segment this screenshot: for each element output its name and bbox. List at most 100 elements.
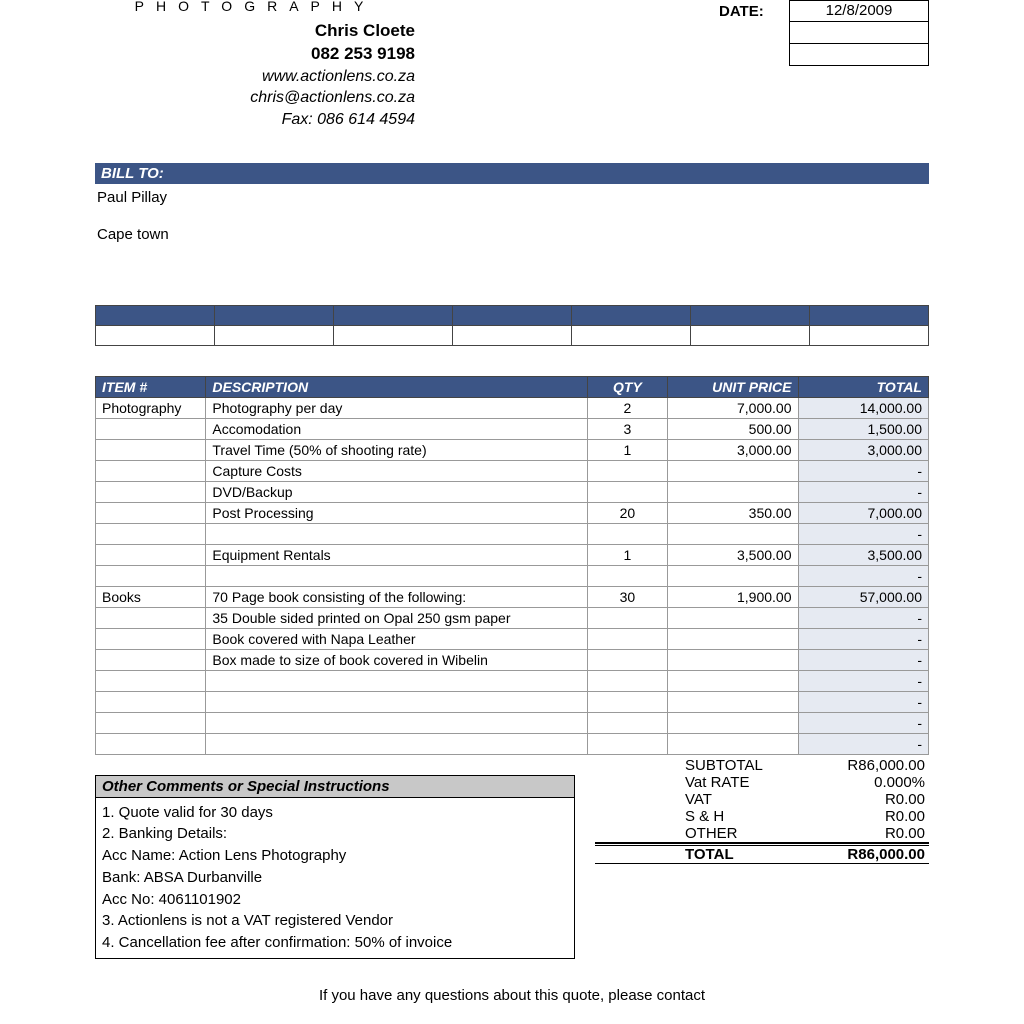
spacer-table: [95, 305, 929, 346]
cell-item: [96, 607, 206, 628]
comment-line: Acc No: 4061101902: [102, 889, 568, 911]
cell-total: -: [798, 670, 929, 691]
cell-desc: Post Processing: [206, 502, 587, 523]
cell-price: 3,000.00: [668, 439, 798, 460]
contact-fax: Fax: 086 614 4594: [95, 109, 415, 131]
cell-item: [96, 649, 206, 670]
cell-total: 14,000.00: [798, 397, 929, 418]
totals-row: Vat RATE0.000%: [595, 774, 929, 791]
cell-qty: 20: [587, 502, 667, 523]
spacer-cell: [215, 305, 334, 325]
brand-block: PHOTOGRAPHY Chris Cloete 082 253 9198 ww…: [95, 0, 415, 131]
cell-total: -: [798, 607, 929, 628]
cell-price: 500.00: [668, 418, 798, 439]
table-row: Equipment Rentals13,500.003,500.00: [96, 544, 929, 565]
table-row: -: [96, 691, 929, 712]
cell-qty: 2: [587, 397, 667, 418]
cell-qty: 1: [587, 439, 667, 460]
cell-item: [96, 565, 206, 586]
table-row: Post Processing20350.007,000.00: [96, 502, 929, 523]
cell-total: -: [798, 733, 929, 754]
cell-desc: [206, 712, 587, 733]
cell-item: [96, 544, 206, 565]
table-row: Box made to size of book covered in Wibe…: [96, 649, 929, 670]
cell-item: [96, 712, 206, 733]
cell-desc: 35 Double sided printed on Opal 250 gsm …: [206, 607, 587, 628]
cell-desc: [206, 733, 587, 754]
hdr-desc: DESCRIPTION: [206, 376, 587, 397]
cell-desc: Capture Costs: [206, 460, 587, 481]
items-header-row: ITEM # DESCRIPTION QTY UNIT PRICE TOTAL: [96, 376, 929, 397]
cell-item: [96, 481, 206, 502]
date-label: DATE:: [719, 3, 779, 20]
header-row: PHOTOGRAPHY Chris Cloete 082 253 9198 ww…: [95, 0, 929, 131]
totals-label: OTHER: [595, 825, 799, 842]
cell-price: [668, 691, 798, 712]
billto-city: Cape town: [97, 225, 927, 245]
table-row: -: [96, 565, 929, 586]
comment-line: 4. Cancellation fee after confirmation: …: [102, 932, 568, 954]
cell-total: 3,000.00: [798, 439, 929, 460]
cell-item: [96, 418, 206, 439]
date-blank-2: [789, 44, 929, 66]
cell-total: 3,500.00: [798, 544, 929, 565]
billto-header: BILL TO:: [95, 163, 929, 184]
cell-qty: [587, 523, 667, 544]
cell-qty: [587, 712, 667, 733]
cell-desc: [206, 523, 587, 544]
cell-item: Photography: [96, 397, 206, 418]
cell-total: -: [798, 628, 929, 649]
table-row: -: [96, 670, 929, 691]
cell-price: [668, 523, 798, 544]
cell-price: [668, 460, 798, 481]
cell-desc: [206, 565, 587, 586]
cell-item: [96, 670, 206, 691]
spacer-cell: [453, 305, 572, 325]
cell-qty: [587, 733, 667, 754]
cell-desc: Box made to size of book covered in Wibe…: [206, 649, 587, 670]
totals-value: R86,000.00: [799, 757, 929, 774]
cell-item: Books: [96, 586, 206, 607]
spacer-cell: [96, 305, 215, 325]
cell-total: -: [798, 691, 929, 712]
cell-qty: [587, 670, 667, 691]
cell-desc: Photography per day: [206, 397, 587, 418]
contact-name: Chris Cloete: [95, 20, 415, 43]
table-row: -: [96, 712, 929, 733]
totals-block: SUBTOTALR86,000.00Vat RATE0.000%VATR0.00…: [595, 757, 929, 864]
cell-qty: [587, 691, 667, 712]
table-row: Books70 Page book consisting of the foll…: [96, 586, 929, 607]
totals-label: SUBTOTAL: [595, 757, 799, 774]
table-row: Capture Costs-: [96, 460, 929, 481]
cell-item: [96, 691, 206, 712]
comment-line: Bank: ABSA Durbanville: [102, 867, 568, 889]
totals-row: S & HR0.00: [595, 808, 929, 825]
bottom-row: Other Comments or Special Instructions 1…: [95, 757, 929, 959]
cell-total: 7,000.00: [798, 502, 929, 523]
comments-body: 1. Quote valid for 30 days2. Banking Det…: [96, 798, 574, 958]
billto-name: Paul Pillay: [97, 188, 927, 208]
cell-desc: Book covered with Napa Leather: [206, 628, 587, 649]
contact-block: Chris Cloete 082 253 9198 www.actionlens…: [95, 20, 415, 131]
spacer-cell: [810, 305, 929, 325]
comments-box: Other Comments or Special Instructions 1…: [95, 775, 575, 959]
footer-question: If you have any questions about this quo…: [95, 987, 929, 1004]
totals-label: S & H: [595, 808, 799, 825]
cell-price: [668, 565, 798, 586]
cell-desc: 70 Page book consisting of the following…: [206, 586, 587, 607]
comment-line: 2. Banking Details:: [102, 823, 568, 845]
cell-total: -: [798, 523, 929, 544]
table-row: DVD/Backup-: [96, 481, 929, 502]
date-block: DATE: 12/8/2009: [719, 0, 929, 66]
totals-value: R0.00: [799, 791, 929, 808]
spacer-cell: [691, 325, 810, 345]
comment-line: Acc Name: Action Lens Photography: [102, 845, 568, 867]
table-row: Accomodation3500.001,500.00: [96, 418, 929, 439]
cell-total: 1,500.00: [798, 418, 929, 439]
cell-desc: [206, 670, 587, 691]
cell-total: -: [798, 649, 929, 670]
cell-qty: [587, 628, 667, 649]
contact-phone: 082 253 9198: [95, 43, 415, 66]
brand-subtitle: PHOTOGRAPHY: [95, 0, 415, 14]
contact-web: www.actionlens.co.za: [95, 66, 415, 88]
